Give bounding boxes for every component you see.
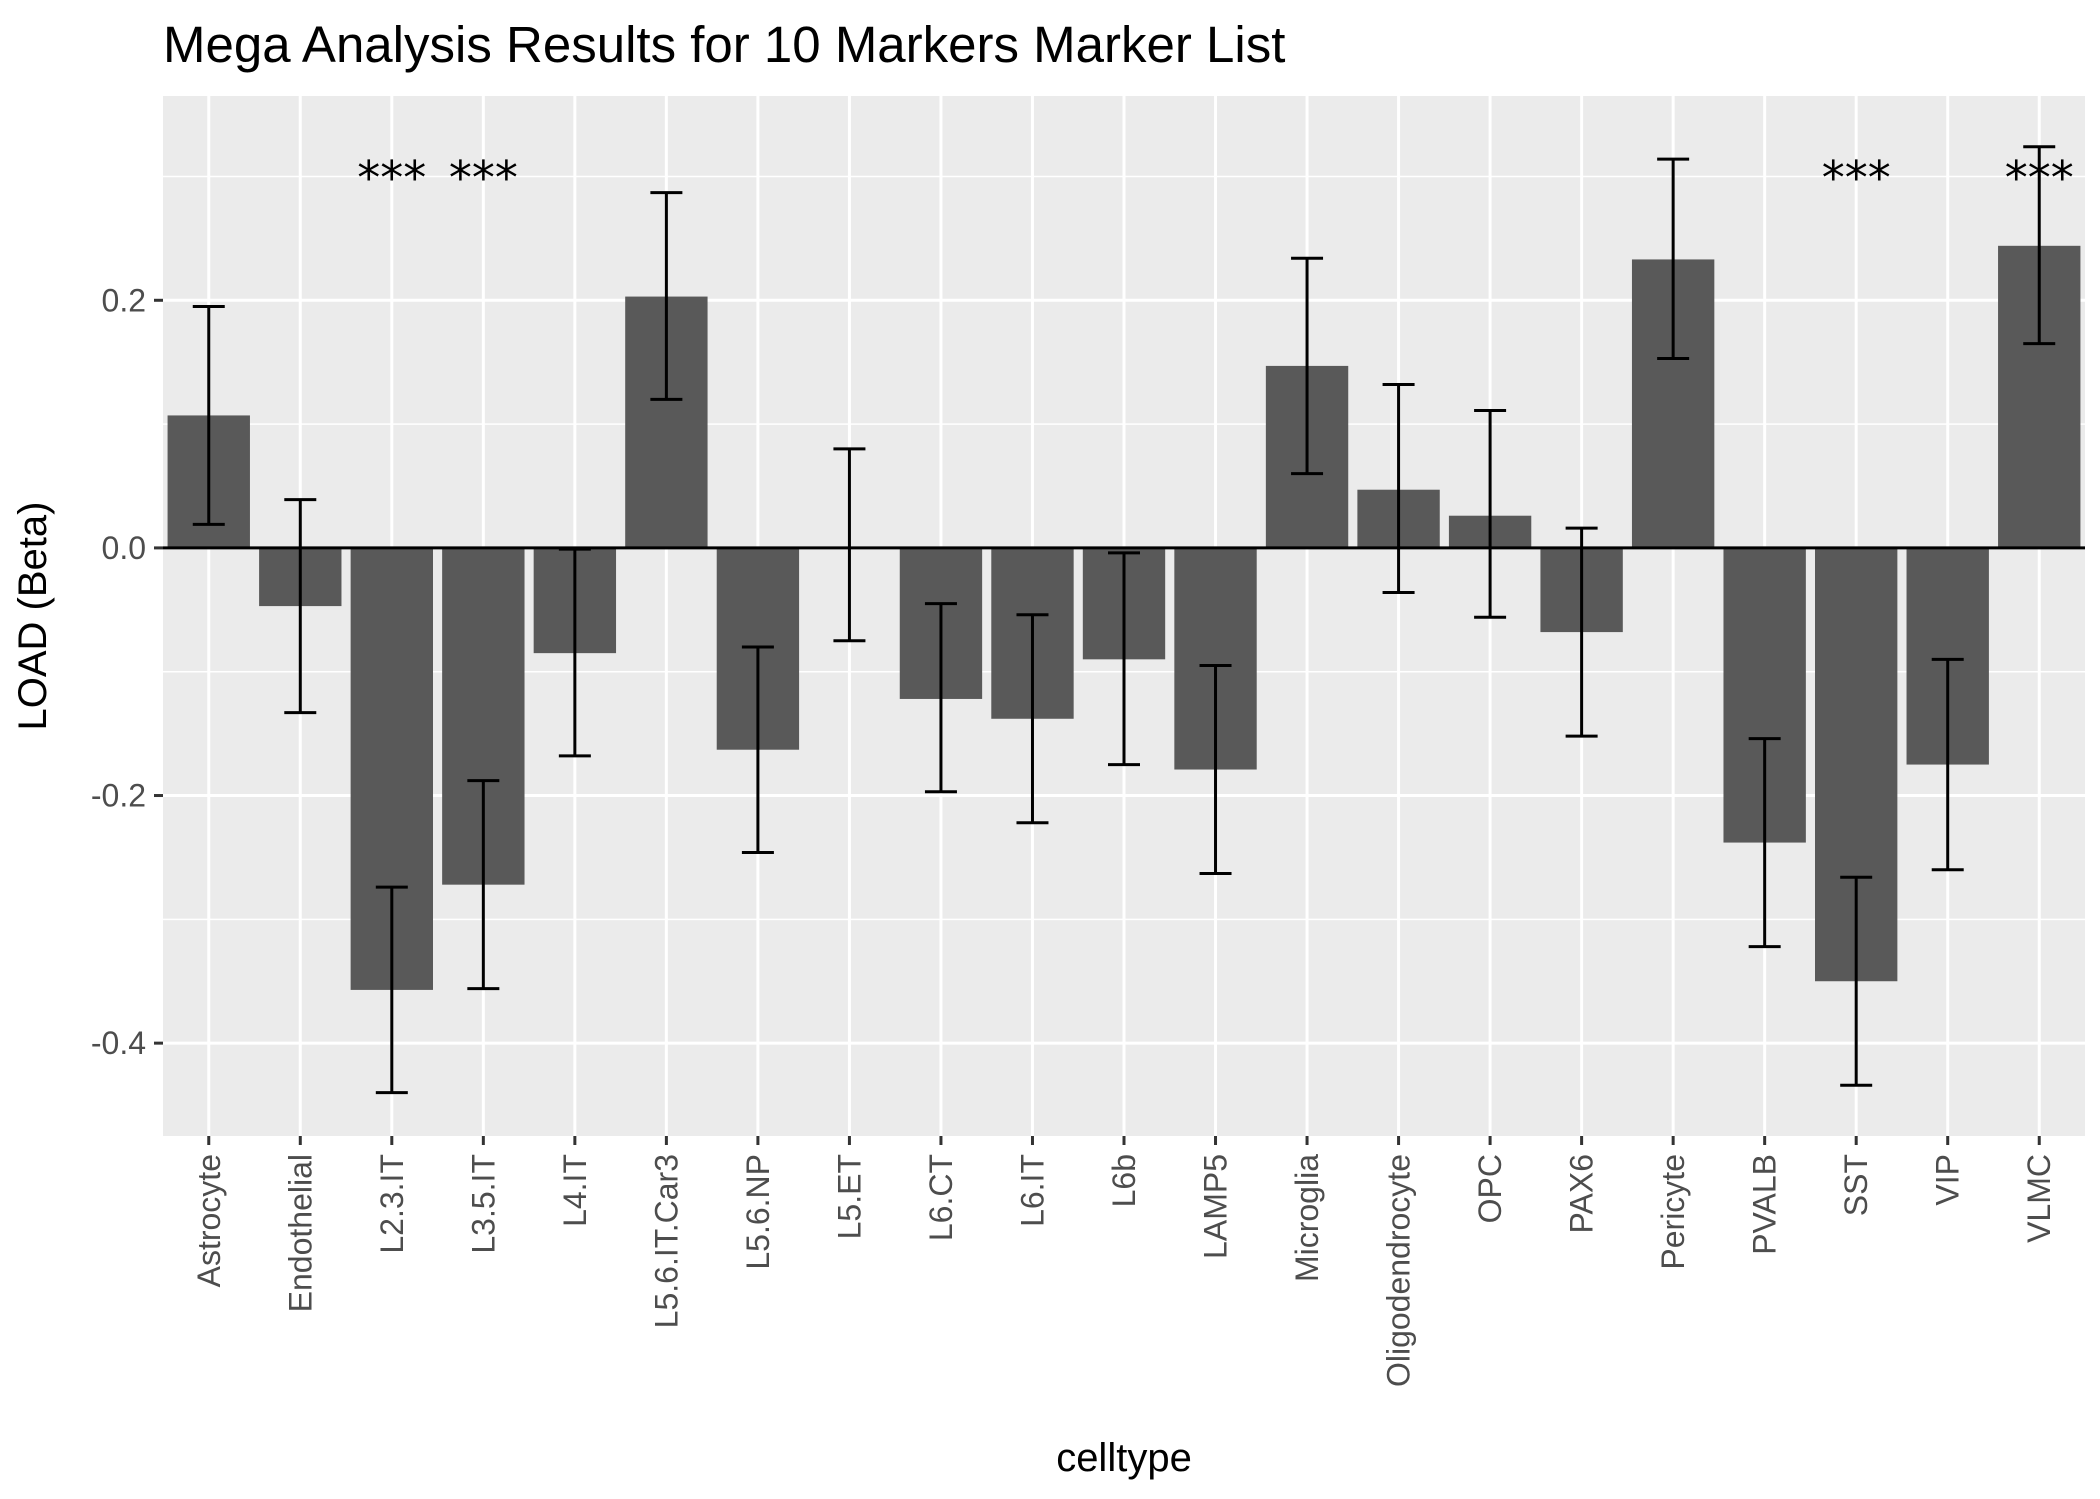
x-tick-label: L3.5.IT	[465, 1154, 501, 1254]
x-tick-label: L5.ET	[831, 1154, 867, 1239]
y-tick-label: -0.2	[91, 778, 146, 814]
y-tick-label: 0.2	[102, 282, 146, 318]
error-bar-VLMC	[2023, 145, 2056, 346]
significance-label: ***	[449, 151, 518, 205]
x-tick-label: L4.IT	[557, 1154, 593, 1227]
error-bar-OPC	[1474, 408, 1507, 619]
error-bar-PAX6	[1565, 526, 1598, 738]
chart-title: Mega Analysis Results for 10 Markers Mar…	[163, 16, 1285, 73]
x-tick-label: L5.6.NP	[740, 1154, 776, 1270]
error-bar-LAMP5	[1199, 664, 1232, 876]
error-bar-L6.IT	[1016, 613, 1049, 825]
error-bar-Microglia	[1291, 256, 1324, 476]
error-bar-L6.CT	[924, 602, 957, 794]
error-bar-L5.6.IT.Car3	[650, 191, 683, 401]
error-bar-L2.3.IT	[375, 885, 408, 1095]
significance-label: ***	[1822, 151, 1891, 205]
error-bar-VIP	[1931, 657, 1964, 872]
x-tick-label: L5.6.IT.Car3	[648, 1154, 684, 1328]
x-tick-label: Pericyte	[1655, 1154, 1691, 1270]
y-axis-title: LOAD (Beta)	[11, 502, 55, 731]
y-axis-ticks: -0.4 -0.2 0.0 0.2	[91, 282, 163, 1061]
error-bar-Oligodendrocyte	[1382, 382, 1415, 594]
error-bar-L3.5.IT	[467, 779, 500, 991]
error-bar-PVALB	[1748, 737, 1781, 949]
x-tick-label: PAX6	[1564, 1154, 1600, 1233]
x-axis-ticks: Astrocyte Endothelial L2.3.IT L3.5.IT L4.IT L…	[191, 1136, 2057, 1387]
error-bar-Astrocyte	[192, 304, 225, 526]
x-tick-label: OPC	[1472, 1154, 1508, 1223]
error-bar-L5.ET	[833, 447, 866, 643]
x-tick-label: Endothelial	[282, 1154, 318, 1312]
x-tick-label: L6.IT	[1014, 1154, 1050, 1227]
significance-labels: *** *** *** ***	[357, 151, 2073, 205]
x-tick-label: Oligodendrocyte	[1381, 1154, 1417, 1387]
error-bar-Pericyte	[1657, 157, 1690, 360]
error-bars	[192, 145, 2056, 1095]
bars	[167, 245, 2081, 990]
x-tick-label: L6b	[1106, 1154, 1142, 1207]
y-tick-label: -0.4	[91, 1025, 146, 1061]
y-tick-label: 0.0	[102, 530, 146, 566]
x-tick-label: SST	[1838, 1154, 1874, 1216]
x-tick-label: VIP	[1930, 1154, 1966, 1206]
significance-label: ***	[357, 151, 426, 205]
error-bar-L6b	[1108, 551, 1140, 767]
significance-label: ***	[2005, 151, 2074, 205]
x-tick-label: Microglia	[1289, 1154, 1325, 1282]
error-bar-Endothelial	[284, 498, 317, 715]
x-tick-label: PVALB	[1747, 1154, 1783, 1255]
x-tick-label: LAMP5	[1198, 1154, 1234, 1259]
x-tick-label: Astrocyte	[191, 1154, 227, 1287]
error-bar-L5.6.NP	[741, 645, 774, 854]
x-tick-label: L2.3.IT	[374, 1154, 410, 1254]
error-bar-SST	[1840, 875, 1873, 1087]
error-bar-L4.IT	[558, 547, 591, 758]
x-tick-label: VLMC	[2021, 1154, 2057, 1243]
x-axis-title: celltype	[1056, 1436, 1192, 1480]
x-tick-label: L6.CT	[923, 1154, 959, 1241]
